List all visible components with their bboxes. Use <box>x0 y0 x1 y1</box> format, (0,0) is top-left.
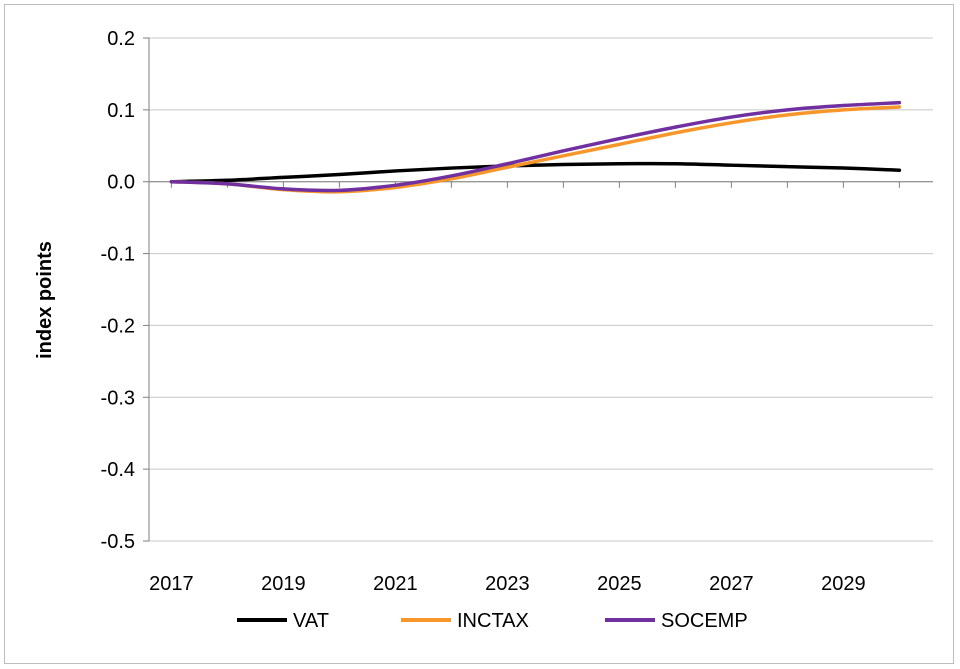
x-tick-label: 2025 <box>597 573 642 595</box>
tick-labels: 0.2 0.1 0.0 -0.1 -0.2 -0.3 -0.4 -0.5 2017 2019 202… <box>101 28 866 595</box>
y-tick-label: 0.1 <box>107 100 135 122</box>
legend-label: INCTAX <box>457 610 529 632</box>
x-tick-label: 2019 <box>261 573 306 595</box>
y-axis-title: index points <box>34 241 56 359</box>
x-tick-label: 2029 <box>821 573 866 595</box>
legend-item-vat: VAT <box>237 610 329 632</box>
y-tick-label: -0.5 <box>101 531 135 553</box>
x-tick-label: 2023 <box>485 573 530 595</box>
x-tick-label: 2027 <box>709 573 754 595</box>
legend-item-socemp: SOCEMP <box>605 610 748 632</box>
legend-item-inctax: INCTAX <box>401 610 529 632</box>
y-tick-label: -0.3 <box>101 387 135 409</box>
x-tick-label: 2021 <box>373 573 418 595</box>
x-tick-label: 2017 <box>149 573 194 595</box>
legend-label: VAT <box>293 610 329 632</box>
series-line-socemp <box>169 100 902 193</box>
y-tick-label: -0.1 <box>101 244 135 266</box>
legend: VAT INCTAX SOCEMP <box>237 610 748 632</box>
y-tick-label: -0.4 <box>101 459 135 481</box>
legend-label: SOCEMP <box>661 610 748 632</box>
series-lines <box>169 100 902 194</box>
chart-frame: 0.2 0.1 0.0 -0.1 -0.2 -0.3 -0.4 -0.5 2017 2019 202… <box>4 4 954 664</box>
y-tick-label: -0.2 <box>101 315 135 337</box>
y-tick-label: 0.0 <box>107 172 135 194</box>
series-line-vat <box>169 161 902 184</box>
y-tick-label: 0.2 <box>107 28 135 50</box>
line-chart: 0.2 0.1 0.0 -0.1 -0.2 -0.3 -0.4 -0.5 2017 2019 202… <box>34 28 933 632</box>
